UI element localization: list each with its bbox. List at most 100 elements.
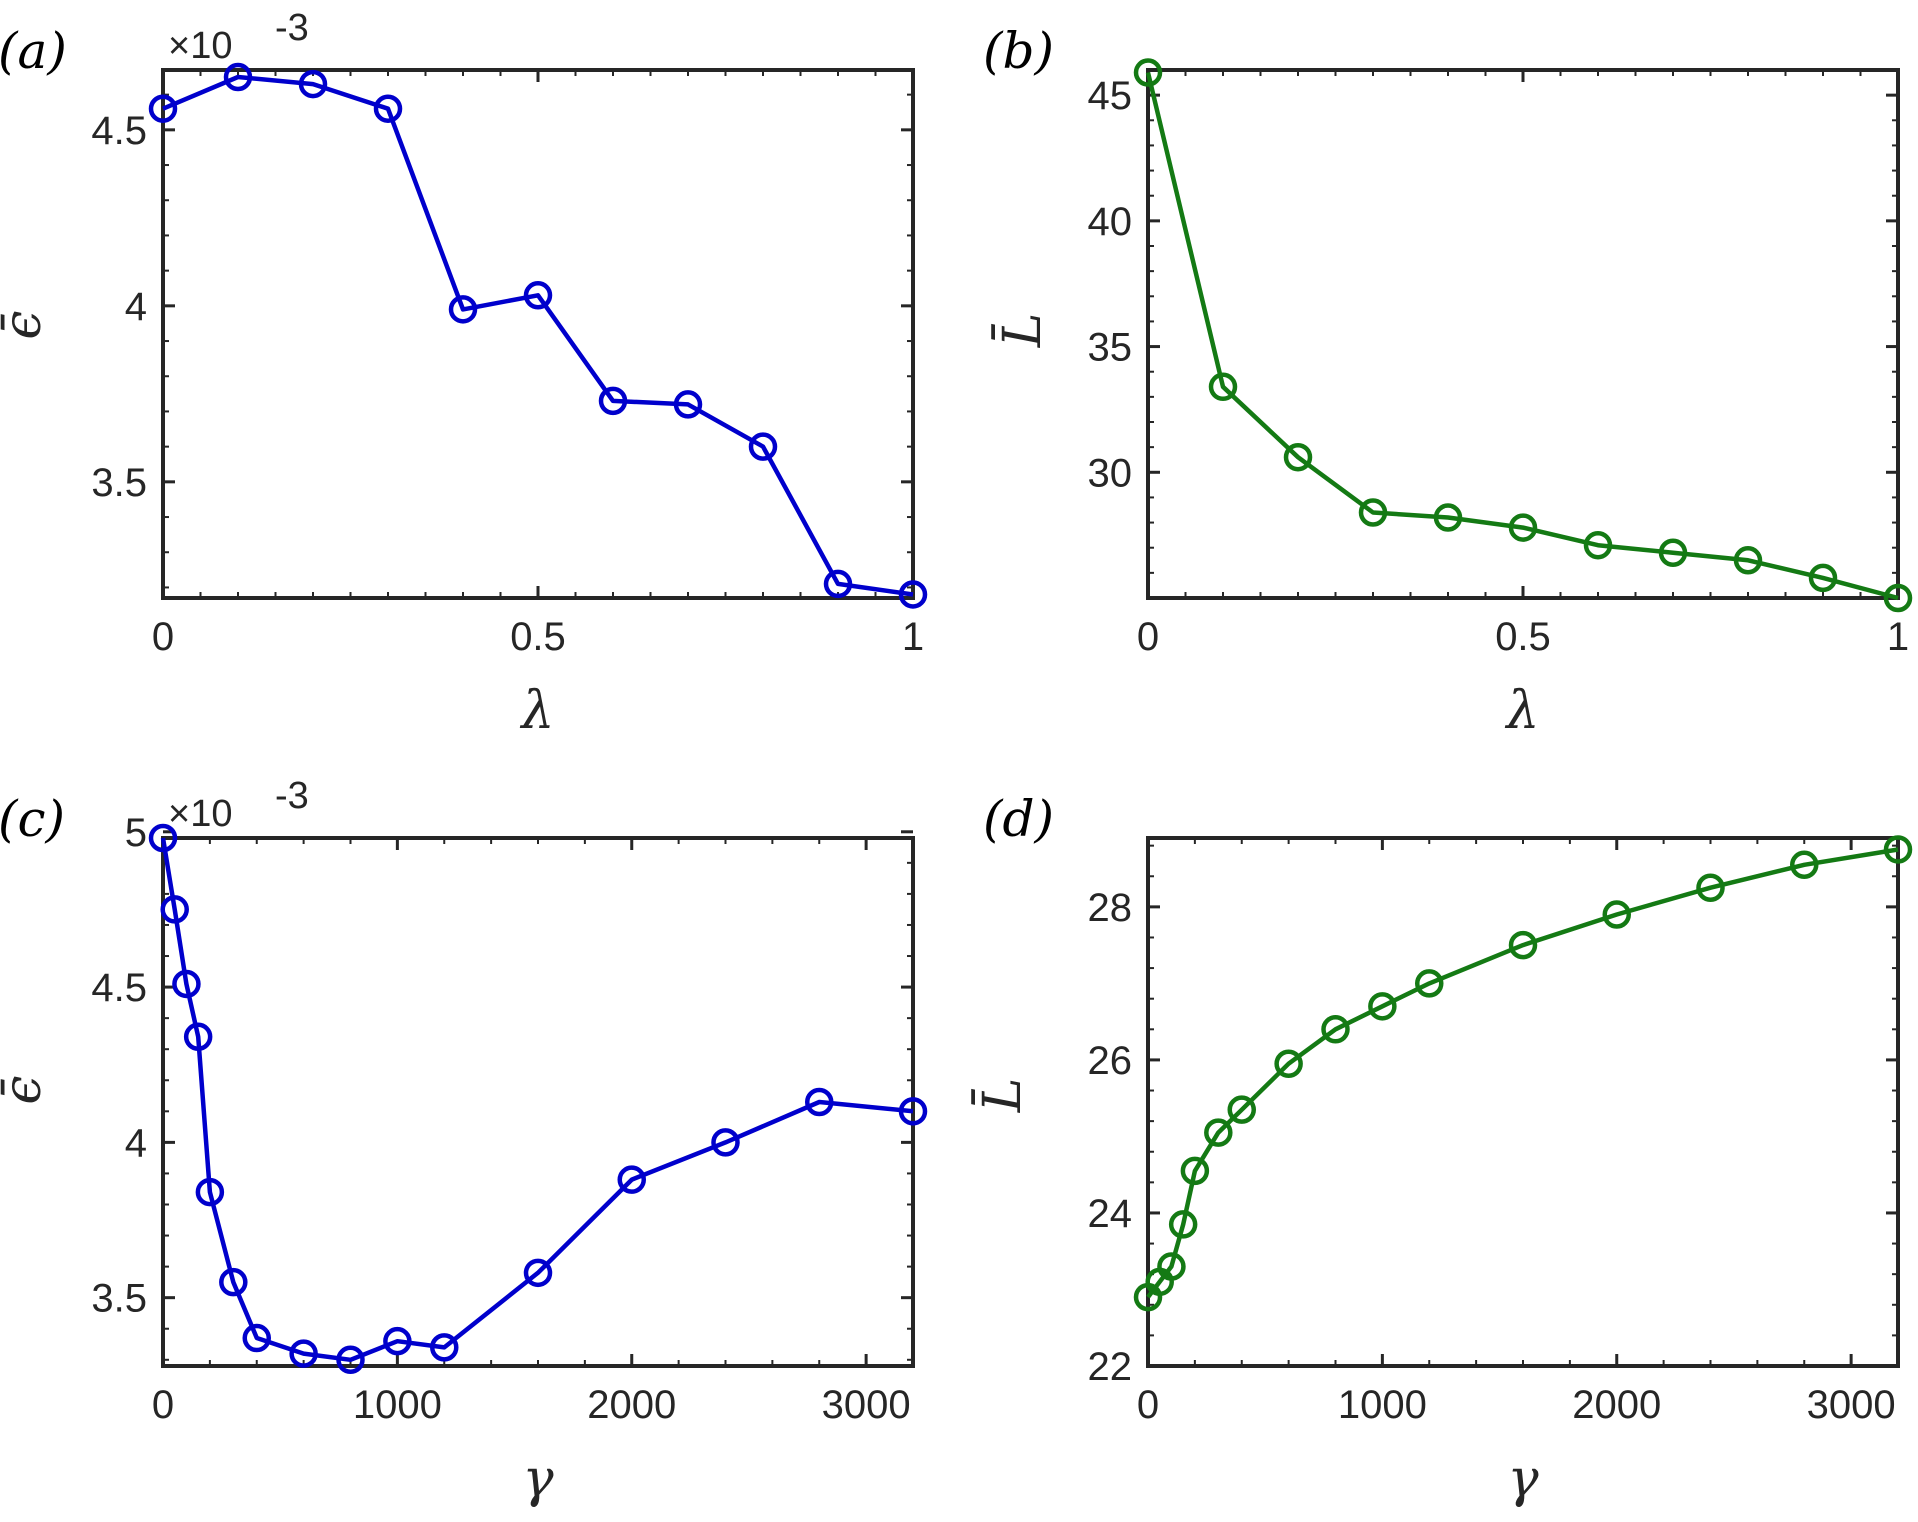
panel-c-data-point [219,1267,248,1297]
panel-c-data-point [242,1323,271,1353]
panel-d-data-point [1368,992,1397,1021]
panel-b-data-point [1583,530,1613,560]
panel-c-ylabel: ϵ̄ [0,1075,53,1104]
panel-b-series-line [1145,71,1899,601]
panel-a-data-point [598,386,628,416]
panel-a-xtick-label: 0.5 [510,615,566,659]
panel-a-ylabel: ϵ̄ [0,310,53,339]
panel-a-xtick-label: 0 [152,615,174,659]
panel-c-data-point [195,1177,225,1207]
panel-b-data-point [1658,538,1688,567]
panel-b-xtick-label: 0.5 [1495,615,1551,659]
panel-b-ytick-label: 45 [1088,74,1133,118]
panel-c-data-point [430,1333,459,1362]
panel-b-data-point [1433,503,1463,532]
panel-c: 0 1000 2000 3000 3.5 4 4.5 5 γ ϵ̄ (c) ×10 -3 [0,775,928,1509]
panel-c-data-point [383,1326,412,1356]
panel-a-xlabel: λ [520,681,555,741]
panel-d-xtick-label: 0 [1137,1383,1159,1427]
panel-d-data-point [1883,835,1913,864]
panel-a-ytick-label: 3.5 [91,461,147,505]
panel-d-data-point [1415,969,1444,998]
panel-b: 0 0.5 1 30 35 40 45 λ L̄ (b) [983,22,1913,741]
panel-d-xtick-label: 1000 [1338,1383,1427,1427]
panel-c-ytick-label: 4.5 [91,966,147,1010]
panel-a-data-point [673,390,703,419]
panel-d-xtick-label: 2000 [1572,1383,1661,1427]
panel-c-xtick-label: 3000 [822,1383,911,1427]
panel-c-exponent-label: ×10 [168,793,232,835]
panel-b-ytick-label: 35 [1088,326,1133,370]
panel-b-data-point [1733,546,1763,575]
panel-d: 0 1000 2000 3000 22 24 26 28 γ L̄ (d) [972,790,1913,1509]
panel-a: 0 0.5 1 3.5 4 4.5 λ ϵ̄ (a) ×10 -3 [0,7,928,741]
panel-a-data-point [748,432,778,461]
panel-c-data-point [898,1097,928,1126]
panel-a-data-point [823,569,853,599]
panel-c-data-point [172,969,201,999]
panels: 00.513.544.5λϵ̄(a)×10-300.5130354045λL̄(… [0,7,1913,1509]
panel-b-panel-label: (b) [983,22,1054,80]
panel-a-data-point [298,69,328,99]
panel-d-panel-label: (d) [983,790,1054,848]
panel-a-data-point [223,62,253,92]
panel-c-data-point [711,1128,740,1157]
panel-b-xlabel: λ [1505,681,1540,741]
panel-b-ylabel: L̄ [992,313,1053,349]
panel-c-data-point [183,1022,213,1052]
panel-d-data-point [1227,1095,1256,1124]
panel-d-ytick-label: 22 [1088,1345,1133,1389]
panel-b-xtick-label: 0 [1137,615,1159,659]
panel-b-data-point [1208,372,1238,402]
panel-d-data-point [1274,1049,1303,1078]
panel-d-data-point [1168,1210,1198,1239]
panel-c-ytick-label: 3.5 [91,1277,147,1321]
panel-c-data-point [289,1339,318,1368]
panel-b-data-point [1883,583,1913,613]
panel-c-data-point [805,1087,834,1117]
panel-d-series-line [1146,847,1899,1299]
panel-a-exponent-power: -3 [275,7,309,49]
panel-a-data-point [523,281,553,310]
panel-a-exponent-label: ×10 [168,25,232,67]
panel-c-xtick-label: 0 [152,1383,174,1427]
panel-a-data-point [148,94,178,123]
panel-c-ytick-label: 5 [125,811,147,855]
panel-a-data-point [448,295,478,324]
panel-c-data-point [148,823,178,853]
panel-a-series-line [162,74,914,597]
panel-c-exponent-power: -3 [275,775,309,817]
panel-b-data-point [1508,513,1538,542]
panel-d-data-point [1180,1156,1210,1186]
panel-d-data-point [1157,1252,1186,1281]
panel-c-xtick-label: 1000 [353,1383,442,1427]
panel-c-series-line [160,837,914,1363]
panel-a-xtick-label: 1 [902,615,924,659]
panel-c-data-point [523,1258,553,1288]
panel-c-xlabel: γ [522,1449,554,1509]
panel-a-panel-label: (a) [0,22,67,80]
panel-b-ytick-label: 30 [1088,451,1133,495]
panel-b-data-point [1133,58,1163,87]
panel-d-ytick-label: 26 [1088,1039,1133,1083]
panel-a-data-point [373,94,403,123]
panel-a-data-point [898,580,928,609]
panel-c-data-point [617,1165,646,1194]
panel-c-data-point [336,1345,365,1375]
panel-c-panel-label: (c) [0,790,65,848]
panel-d-data-point [1321,1015,1350,1044]
panel-d-data-point [1790,850,1819,880]
panel-d-ylabel: L̄ [972,1078,1033,1114]
panel-b-data-point [1808,563,1838,593]
panel-c-ytick-label: 4 [125,1121,147,1165]
panel-d-data-point [1602,900,1631,929]
panel-b-data-point [1358,498,1388,527]
panel-a-ytick-label: 4.5 [91,109,147,153]
panel-b-data-point [1283,442,1313,472]
panel-c-data-point [160,895,189,924]
panel-d-ytick-label: 28 [1088,886,1133,930]
panel-c-xtick-label: 2000 [587,1383,676,1427]
panel-d-data-point [1696,873,1725,902]
